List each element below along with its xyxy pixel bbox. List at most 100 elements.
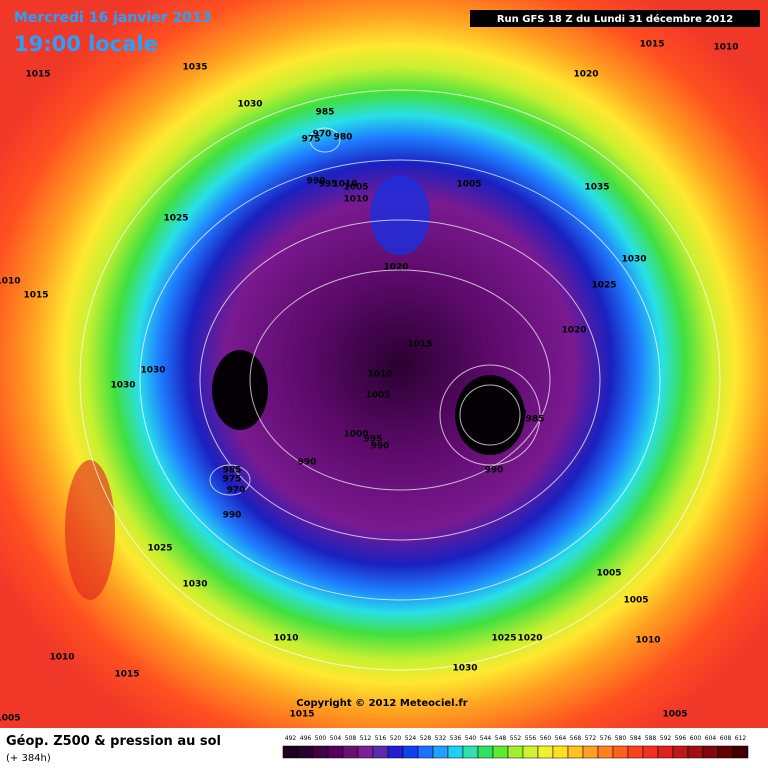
pressure-label: 1005 [365, 391, 390, 401]
pressure-label: 1010 [713, 43, 738, 53]
scale-label: 500 [315, 735, 327, 742]
scale-swatch [597, 745, 614, 759]
run-info: Run GFS 18 Z du Lundi 31 décembre 2012 [497, 13, 733, 25]
scale-swatch [567, 745, 584, 759]
ridge [65, 460, 115, 600]
pressure-label: 995 [364, 435, 383, 445]
pressure-label: 1035 [182, 63, 207, 73]
scale-swatch [447, 745, 464, 759]
scale-label: 544 [480, 735, 492, 742]
time: 19:00 locale [14, 32, 158, 56]
pressure-label: 1020 [561, 326, 586, 336]
date: Mercredi 16 janvier 2013 [14, 10, 211, 26]
pressure-label: 990 [298, 458, 317, 468]
pressure-label: 975 [223, 475, 242, 485]
scale-swatch [282, 745, 299, 759]
scale-label: 520 [390, 735, 402, 742]
scale-swatch [417, 745, 434, 759]
low-center [455, 375, 525, 455]
pressure-label: 1025 [147, 544, 172, 554]
scale-swatch [627, 745, 644, 759]
pressure-label: 1035 [584, 183, 609, 193]
scale-label: 492 [285, 735, 297, 742]
pressure-label: 1000 [343, 430, 368, 440]
scale-label: 568 [570, 735, 582, 742]
scale-label: 608 [720, 735, 732, 742]
footer-lead: (+ 384h) [6, 753, 51, 764]
pressure-label: 1010 [343, 195, 368, 205]
pressure-label: 1010 [273, 634, 298, 644]
scale-swatch [687, 745, 704, 759]
pressure-label: 990 [485, 466, 504, 476]
scale-label: 604 [705, 735, 717, 742]
pressure-label: 1025 [163, 214, 188, 224]
scale-swatch [507, 745, 524, 759]
pressure-label: 1030 [621, 255, 646, 265]
pressure-label: 995 [319, 180, 338, 190]
pressure-label: 980 [334, 133, 353, 143]
scale-swatch [402, 745, 419, 759]
pressure-label: 1030 [237, 100, 262, 110]
pressure-label: 1010 [0, 277, 21, 287]
scale-swatch [387, 745, 404, 759]
scale-swatch [702, 745, 719, 759]
scale-swatch [492, 745, 509, 759]
scale-label: 504 [330, 735, 342, 742]
scale-swatch [612, 745, 629, 759]
scale-label: 588 [645, 735, 657, 742]
pressure-label: 1005 [456, 180, 481, 190]
scale-swatch [522, 745, 539, 759]
pressure-label: 1005 [343, 183, 368, 193]
scale-swatch [327, 745, 344, 759]
footer-title: Géop. Z500 & pression au sol [6, 734, 221, 749]
pressure-label: 1015 [23, 291, 48, 301]
pressure-label: 990 [371, 442, 390, 452]
scale-label: 540 [465, 735, 477, 742]
pressure-label: 980 [508, 409, 527, 419]
pressure-label: 1015 [289, 710, 314, 720]
isobars [79, 89, 721, 671]
pressure-label: 970 [313, 130, 332, 140]
copyright: Copyright © 2012 Meteociel.fr [296, 698, 467, 709]
pressure-label: 1030 [110, 381, 135, 391]
scale-label: 584 [630, 735, 642, 742]
pressure-label: 1010 [367, 370, 392, 380]
pressure-label: 970 [227, 486, 246, 496]
scale-swatch [582, 745, 599, 759]
scale-label: 560 [540, 735, 552, 742]
pressure-label: 1010 [49, 653, 74, 663]
scale-label: 512 [360, 735, 372, 742]
pressure-label: 1005 [596, 569, 621, 579]
scale-swatch [732, 745, 749, 759]
scale-label: 496 [300, 735, 312, 742]
pressure-label: 1005 [0, 714, 21, 724]
scale-label: 612 [735, 735, 747, 742]
scale-label: 536 [450, 735, 462, 742]
scale-label: 524 [405, 735, 417, 742]
scale-swatch [462, 745, 479, 759]
pressure-label: 990 [307, 177, 326, 187]
scale-swatch [477, 745, 494, 759]
scale-label: 592 [660, 735, 672, 742]
pressure-label: 1020 [573, 70, 598, 80]
pressure-label: 1015 [639, 40, 664, 50]
pressure-label: 985 [526, 415, 545, 425]
pressure-label: 1030 [452, 664, 477, 674]
scale-label: 532 [435, 735, 447, 742]
scale-swatch [717, 745, 734, 759]
pressure-label: 1030 [140, 366, 165, 376]
scale-swatch [312, 745, 329, 759]
pressure-label: 985 [316, 108, 335, 118]
pressure-label: 1025 [591, 281, 616, 291]
scale-label: 572 [585, 735, 597, 742]
scale-swatch [537, 745, 554, 759]
pressure-label: 1005 [662, 710, 687, 720]
pressure-label: 1015 [25, 70, 50, 80]
scale-swatch [342, 745, 359, 759]
scale-swatch [372, 745, 389, 759]
run-box [470, 10, 760, 27]
pressure-label: 1010 [635, 636, 660, 646]
scale-label: 576 [600, 735, 612, 742]
pressure-label: 1015 [407, 340, 432, 350]
